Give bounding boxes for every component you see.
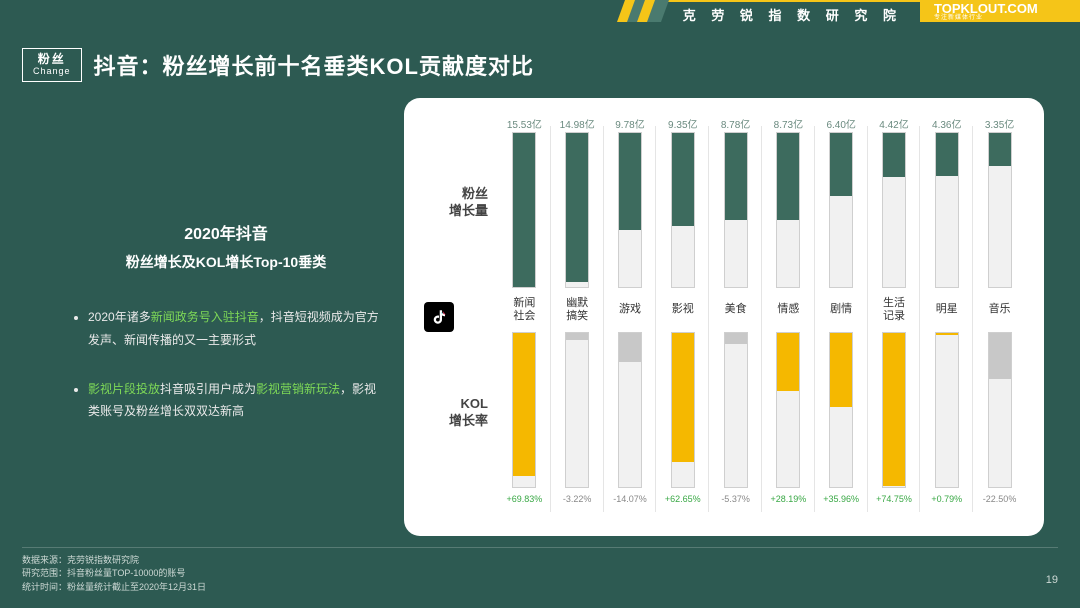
growth-bar: [935, 132, 959, 288]
rate-value-label: -3.22%: [563, 494, 592, 508]
footer-line-2: 研究范围：抖音粉丝量TOP-10000的账号: [22, 567, 1058, 581]
growth-value-label: 3.35亿: [985, 116, 1014, 130]
left-heading-1: 2020年抖音: [66, 220, 386, 244]
rate-value-label: -5.37%: [721, 494, 750, 508]
chart-column: 3.35亿音乐 -22.50%: [973, 116, 1026, 526]
bullet-1: 2020年诸多新闻政务号入驻抖音，抖音短视频成为官方发声、新闻传播的又一主要形式: [88, 306, 386, 352]
rate-value-label: +35.96%: [823, 494, 859, 508]
category-label: 音乐: [987, 288, 1013, 332]
chart-column: 8.73亿情感 +28.19%: [762, 116, 815, 526]
growth-value-label: 9.78亿: [615, 116, 644, 130]
rate-bar: [935, 332, 959, 488]
rate-bar: [829, 332, 853, 488]
rate-bar: [882, 332, 906, 488]
rate-value-label: +69.83%: [507, 494, 543, 508]
rate-bar: [618, 332, 642, 488]
rate-bar: [671, 332, 695, 488]
brand-text: TOPKLOUT.COM: [934, 2, 1066, 15]
bullet-list: 2020年诸多新闻政务号入驻抖音，抖音短视频成为官方发声、新闻传播的又一主要形式…: [66, 306, 386, 423]
chart-column: 4.42亿生活 记录 +74.75%: [868, 116, 921, 526]
rate-value-label: -14.07%: [613, 494, 647, 508]
growth-value-label: 9.35亿: [668, 116, 697, 130]
category-label: 影视: [670, 288, 696, 332]
title-row: 粉丝 Change 抖音：粉丝增长前十名垂类KOL贡献度对比: [22, 48, 1058, 82]
growth-value-label: 15.53亿: [507, 116, 542, 130]
chart-column: 15.53亿新闻 社会 +69.83%: [498, 116, 551, 526]
rate-value-label: +62.65%: [665, 494, 701, 508]
chart-columns: 15.53亿新闻 社会 +69.83% 14.98亿幽默 搞笑 -3.22% 9.78亿…: [498, 116, 1026, 526]
growth-value-label: 6.40亿: [826, 116, 855, 130]
topbar: 克 劳 锐 指 数 研 究 院 TOPKLOUT.COM 专注新媒体行业: [0, 0, 1080, 22]
growth-value-label: 8.73亿: [774, 116, 803, 130]
category-label: 剧情: [828, 288, 854, 332]
growth-bar: [882, 132, 906, 288]
category-label: 生活 记录: [881, 288, 907, 332]
page-title: 抖音：粉丝增长前十名垂类KOL贡献度对比: [94, 49, 534, 81]
section-badge: 粉丝 Change: [22, 48, 82, 82]
badge-en: Change: [33, 66, 71, 77]
badge-cn: 粉丝: [38, 52, 66, 66]
rate-bar: [988, 332, 1012, 488]
category-label: 新闻 社会: [511, 288, 537, 332]
chart-column: 8.78亿美食 -5.37%: [709, 116, 762, 526]
institute-label: 克 劳 锐 指 数 研 究 院: [665, 0, 920, 22]
rate-value-label: +0.79%: [931, 494, 962, 508]
footer: 数据来源：克劳锐指数研究院 研究范围：抖音粉丝量TOP-10000的账号 统计时…: [22, 547, 1058, 595]
brand-label: TOPKLOUT.COM 专注新媒体行业: [920, 0, 1080, 22]
rate-bar: [724, 332, 748, 488]
growth-bar: [724, 132, 748, 288]
rate-value-label: +28.19%: [770, 494, 806, 508]
category-label: 游戏: [617, 288, 643, 332]
topbar-stripes: [625, 0, 665, 22]
growth-bar: [512, 132, 536, 288]
growth-bar: [776, 132, 800, 288]
growth-value-label: 14.98亿: [560, 116, 595, 130]
rate-bar: [776, 332, 800, 488]
category-label: 情感: [775, 288, 801, 332]
left-text-block: 2020年抖音 粉丝增长及KOL增长Top-10垂类 2020年诸多新闻政务号入…: [66, 220, 386, 449]
rate-bar: [565, 332, 589, 488]
brand-sub: 专注新媒体行业: [934, 15, 1066, 21]
footer-line-3: 统计时间：粉丝量统计截止至2020年12月31日: [22, 581, 1058, 595]
chart-column: 6.40亿剧情 +35.96%: [815, 116, 868, 526]
growth-bar: [565, 132, 589, 288]
growth-value-label: 8.78亿: [721, 116, 750, 130]
growth-bar: [671, 132, 695, 288]
growth-bar: [988, 132, 1012, 288]
chart-panel: 粉丝 增长量 KOL 增长率 15.53亿新闻 社会 +69.83% 14.98亿幽…: [404, 98, 1044, 536]
rate-value-label: +74.75%: [876, 494, 912, 508]
growth-bar: [618, 132, 642, 288]
axis-label-bot: KOL 增长率: [418, 396, 488, 430]
category-label: 幽默 搞笑: [564, 288, 590, 332]
growth-value-label: 4.42亿: [879, 116, 908, 130]
category-label: 美食: [723, 288, 749, 332]
chart-column: 9.35亿影视 +62.65%: [656, 116, 709, 526]
growth-bar: [829, 132, 853, 288]
category-label: 明星: [934, 288, 960, 332]
bullet-2-highlight-2: 影视营销新玩法: [256, 382, 340, 396]
rate-value-label: -22.50%: [983, 494, 1017, 508]
bullet-1-highlight: 新闻政务号入驻抖音: [151, 310, 259, 324]
growth-value-label: 4.36亿: [932, 116, 961, 130]
chart-column: 9.78亿游戏 -14.07%: [604, 116, 657, 526]
chart-column: 14.98亿幽默 搞笑 -3.22%: [551, 116, 604, 526]
bullet-2: 影视片段投放抖音吸引用户成为影视营销新玩法，影视类账号及粉丝增长双双达新高: [88, 378, 386, 424]
left-heading-2: 粉丝增长及KOL增长Top-10垂类: [66, 252, 386, 272]
tiktok-icon: [424, 302, 454, 332]
rate-bar: [512, 332, 536, 488]
axis-label-top: 粉丝 增长量: [418, 186, 488, 220]
page-number: 19: [1046, 574, 1058, 586]
chart-column: 4.36亿明星 +0.79%: [920, 116, 973, 526]
bullet-2-highlight-1: 影视片段投放: [88, 382, 160, 396]
footer-line-1: 数据来源：克劳锐指数研究院: [22, 554, 1058, 568]
